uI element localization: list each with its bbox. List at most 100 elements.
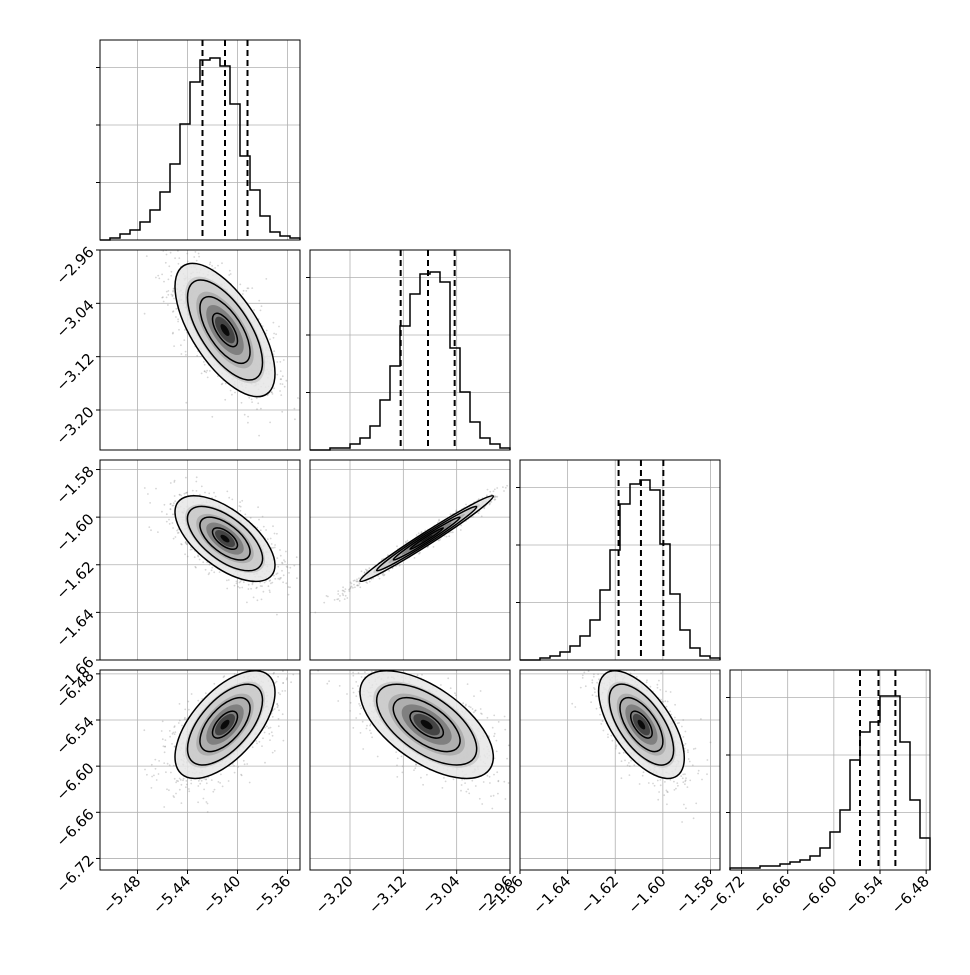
scatter-point <box>244 514 246 516</box>
scatter-point <box>178 329 180 331</box>
scatter-point <box>172 527 174 529</box>
scatter-panel-1-2 <box>305 467 536 621</box>
scatter-point <box>166 291 168 293</box>
scatter-point <box>345 588 347 590</box>
scatter-point <box>211 416 213 418</box>
scatter-point <box>196 490 198 492</box>
scatter-point <box>197 555 199 557</box>
scatter-point <box>283 559 285 561</box>
scatter-point <box>172 505 174 507</box>
scatter-point <box>262 516 264 518</box>
scatter-point <box>405 542 407 544</box>
scatter-point <box>271 543 273 545</box>
scatter-point <box>334 599 336 601</box>
scatter-point <box>168 265 170 267</box>
scatter-point <box>294 418 296 420</box>
scatter-point <box>269 338 271 340</box>
scatter-point <box>527 472 529 474</box>
scatter-point <box>157 531 159 533</box>
scatter-point <box>337 593 339 595</box>
histogram-1 <box>310 272 510 450</box>
scatter-point <box>173 795 175 797</box>
scatter-point <box>250 588 252 590</box>
scatter-point <box>236 581 238 583</box>
scatter-point <box>197 785 199 787</box>
scatter-point <box>162 721 164 723</box>
scatter-point <box>421 531 423 533</box>
scatter-point <box>273 333 275 335</box>
scatter-point <box>283 574 285 576</box>
scatter-point <box>513 482 515 484</box>
scatter-point <box>446 536 448 538</box>
scatter-point <box>175 536 177 538</box>
scatter-point <box>198 246 200 248</box>
scatter-point <box>242 641 244 643</box>
scatter-point <box>209 262 211 264</box>
scatter-point <box>219 571 221 573</box>
scatter-point <box>269 739 271 741</box>
scatter-point <box>208 493 210 495</box>
scatter-point <box>274 533 276 535</box>
scatter-point <box>284 386 286 388</box>
scatter-point <box>252 746 254 748</box>
scatter-point <box>219 782 221 784</box>
histogram-2 <box>520 480 720 660</box>
scatter-point <box>365 569 367 571</box>
scatter-point <box>460 525 462 527</box>
scatter-point <box>503 490 505 492</box>
scatter-point <box>257 506 259 508</box>
scatter-point <box>276 361 278 363</box>
scatter-point <box>379 578 381 580</box>
scatter-point <box>419 552 421 554</box>
scatter-point <box>188 790 190 792</box>
scatter-point <box>167 304 169 306</box>
scatter-point <box>229 270 231 272</box>
scatter-point <box>342 593 344 595</box>
scatter-point <box>283 359 285 361</box>
scatter-point <box>450 513 452 515</box>
scatter-point <box>493 490 495 492</box>
scatter-point <box>416 534 418 536</box>
scatter-point <box>228 780 230 782</box>
scatter-point <box>204 364 206 366</box>
scatter-point <box>173 765 175 767</box>
scatter-point <box>173 345 175 347</box>
scatter-point <box>272 393 274 395</box>
scatter-point <box>172 522 174 524</box>
scatter-point <box>248 287 250 289</box>
scatter-point <box>289 586 291 588</box>
scatter-point <box>281 570 283 572</box>
scatter-point <box>195 251 197 253</box>
scatter-point <box>161 274 163 276</box>
scatter-point <box>276 533 278 535</box>
scatter-point <box>213 571 215 573</box>
scatter-point <box>198 256 200 258</box>
scatter-point <box>167 294 169 296</box>
scatter-point <box>472 516 474 518</box>
scatter-point <box>280 383 282 385</box>
scatter-point <box>265 529 267 531</box>
scatter-point <box>257 402 259 404</box>
scatter-point <box>278 326 280 328</box>
scatter-point <box>167 246 169 248</box>
scatter-point <box>181 802 183 804</box>
scatter-point <box>144 313 146 315</box>
scatter-point <box>206 782 208 784</box>
scatter-point <box>438 519 440 521</box>
scatter-point <box>494 489 496 491</box>
scatter-point <box>174 495 176 497</box>
scatter-point <box>230 390 232 392</box>
scatter-point <box>433 546 435 548</box>
scatter-point <box>240 506 242 508</box>
scatter-point <box>178 257 180 259</box>
scatter-point <box>350 582 352 584</box>
scatter-point <box>260 585 262 587</box>
scatter-point <box>177 532 179 534</box>
scatter-point <box>201 373 203 375</box>
scatter-point <box>170 482 172 484</box>
scatter-point <box>267 641 269 643</box>
scatter-point <box>158 773 160 775</box>
scatter-point <box>266 330 268 332</box>
scatter-panel-0-1 <box>123 230 306 437</box>
scatter-point <box>314 612 316 614</box>
